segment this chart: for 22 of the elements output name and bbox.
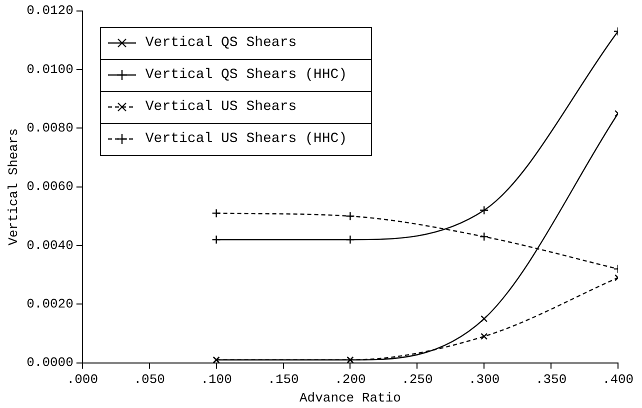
- y-tick-label: 0.0000: [26, 355, 74, 370]
- x-tick-label: .400: [602, 372, 634, 388]
- x-tick-label: .000: [66, 372, 98, 388]
- legend-label: Vertical QS Shears: [145, 35, 297, 52]
- legend-label: Vertical US Shears (HHC): [145, 131, 348, 148]
- y-tick-label: 0.0120: [26, 3, 74, 18]
- x-tick-label: .250: [402, 372, 433, 388]
- y-tick-label: 0.0100: [26, 62, 74, 77]
- y-tick-label: 0.0060: [26, 179, 74, 194]
- x-tick-label: .300: [468, 372, 500, 388]
- y-tick-label: 0.0040: [26, 238, 74, 253]
- x-tick-label: .100: [200, 372, 232, 388]
- y-tick-label: 0.0080: [26, 120, 74, 136]
- x-tick-label: .350: [535, 372, 567, 388]
- x-tick-label: .200: [334, 372, 366, 388]
- x-axis-title: Advance Ratio: [299, 390, 401, 406]
- legend-label: Vertical QS Shears (HHC): [145, 67, 348, 84]
- x-tick-label: .150: [268, 372, 299, 388]
- y-tick-label: 0.0020: [26, 296, 74, 312]
- y-axis-title: Vertical Shears: [6, 128, 22, 246]
- x-tick-label: .050: [134, 372, 165, 388]
- legend-label: Vertical US Shears: [145, 99, 297, 116]
